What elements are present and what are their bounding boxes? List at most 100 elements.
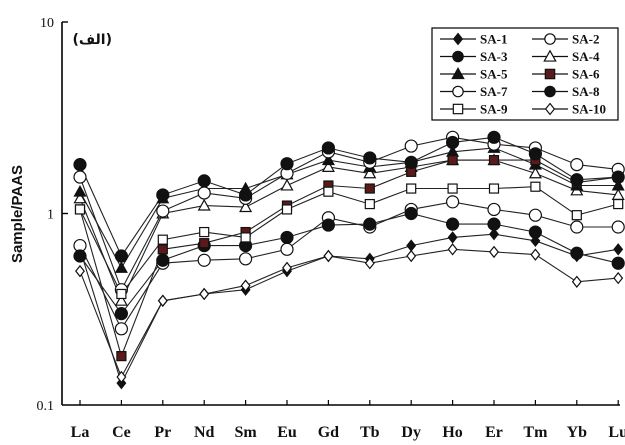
data-point-sa-9 (613, 198, 624, 210)
data-point-sa-9 (157, 234, 168, 245)
legend-label: SA-2 (572, 32, 599, 47)
data-point-sa-4 (114, 294, 128, 306)
data-point-sa-2 (528, 208, 543, 222)
legend-marker-sa-10 (544, 102, 556, 116)
data-point-sa-3 (487, 217, 501, 231)
data-point-sa-3 (156, 253, 170, 267)
data-point-sa-2 (570, 220, 584, 234)
data-point-sa-1 (489, 227, 499, 241)
data-point-sa-10 (75, 264, 85, 278)
data-point-sa-8 (280, 157, 294, 171)
data-point-sa-2 (280, 242, 294, 256)
data-point-sa-9 (488, 183, 500, 194)
data-point-sa-2 (197, 253, 211, 267)
y-tick-label: 1 (47, 208, 54, 223)
data-point-sa-6 (199, 238, 210, 249)
legend: SA-1 SA-2 SA-3 SA-4 SA-5 SA-6 SA-7 SA-8 SA-9 SA-1… (431, 27, 619, 121)
data-point-sa-8 (363, 151, 377, 165)
series-lines (79, 136, 619, 385)
data-point-sa-10 (240, 279, 251, 292)
x-tick-label: Dy (401, 424, 421, 441)
data-point-sa-8 (114, 249, 129, 263)
data-point-sa-10 (406, 249, 417, 263)
legend-label: SA-5 (480, 67, 508, 82)
legend-label: SA-1 (480, 32, 507, 47)
data-point-sa-6 (157, 244, 168, 255)
data-point-sa-5 (611, 178, 625, 191)
data-point-sa-8 (156, 188, 170, 202)
data-point-sa-8 (487, 130, 501, 144)
data-point-sa-9 (74, 204, 86, 215)
legend-marker-sa-9 (452, 103, 464, 115)
data-point-sa-3 (280, 230, 294, 245)
data-point-sa-10 (613, 271, 624, 285)
data-point-sa-2 (239, 252, 253, 266)
x-tick-label: Eu (277, 424, 297, 441)
series-line-sa-6 (79, 159, 619, 358)
x-tick-label: Yb (567, 424, 588, 441)
data-point-sa-7 (404, 139, 418, 153)
legend-label: SA-8 (572, 84, 600, 99)
data-point-sa-8 (239, 188, 253, 202)
x-tick-label: Nd (194, 424, 215, 441)
data-point-sa-9 (116, 288, 127, 300)
x-tick-label: La (71, 424, 90, 441)
data-point-sa-7 (73, 170, 87, 184)
data-point-sa-7 (156, 204, 170, 218)
data-point-sa-9 (571, 210, 582, 221)
series-line-sa-10 (79, 248, 619, 379)
data-point-sa-10 (530, 248, 541, 261)
legend-marker-sa-2 (544, 33, 556, 45)
data-point-sa-10 (489, 245, 499, 259)
data-point-sa-6 (116, 351, 127, 362)
data-point-sa-10 (323, 249, 334, 263)
data-point-sa-10 (364, 257, 375, 270)
data-point-sa-3 (570, 246, 584, 260)
legend-marker-sa-1 (452, 32, 464, 46)
data-point-sa-4 (197, 198, 211, 211)
data-point-sa-8 (528, 147, 543, 161)
data-point-sa-3 (114, 307, 129, 321)
data-point-sa-3 (404, 206, 418, 221)
series-line-sa-4 (79, 159, 619, 303)
legend-label: SA-4 (572, 49, 600, 64)
series-line-sa-9 (79, 186, 619, 296)
data-point-sa-8 (197, 174, 211, 188)
data-point-sa-9 (281, 204, 293, 215)
x-tick-label: Lu (608, 424, 625, 441)
data-point-sa-8 (321, 141, 335, 155)
data-point-sa-10 (282, 261, 292, 275)
legend-marker-sa-5 (451, 67, 465, 80)
series-line-sa-7 (79, 136, 619, 292)
data-point-sa-4 (363, 166, 377, 179)
data-point-sa-10 (157, 294, 168, 308)
x-tick-label: Tb (360, 424, 380, 441)
y-tick-label: 10 (40, 16, 54, 31)
legend-marker-sa-4 (543, 49, 557, 62)
legend-label: SA-10 (572, 102, 606, 117)
data-point-sa-4 (239, 200, 253, 213)
y-axis-label: Sample/PAAS (9, 165, 26, 263)
data-point-sa-5 (114, 261, 128, 273)
legend-marker-sa-7 (452, 85, 464, 98)
y-tick-labels: 10 1 0.1 (37, 16, 55, 414)
x-tick-label: Ho (442, 424, 462, 441)
series-line-sa-5 (79, 147, 619, 270)
data-point-sa-1 (447, 231, 458, 244)
series-line-sa-2 (79, 201, 619, 330)
data-point-sa-10 (116, 370, 127, 384)
legend-marker-sa-8 (544, 85, 556, 98)
data-point-sa-4 (321, 160, 335, 172)
data-point-sa-9 (323, 186, 334, 197)
series-line-sa-3 (79, 212, 619, 315)
data-point-sa-9 (364, 198, 375, 210)
legend-label: SA-6 (572, 67, 600, 82)
data-point-sa-7 (570, 158, 584, 172)
x-tick-label: Er (485, 424, 503, 441)
legend-marker-sa-6 (544, 68, 556, 80)
x-tick-label: Gd (318, 424, 339, 441)
data-point-sa-3 (446, 217, 460, 231)
data-point-sa-2 (611, 220, 625, 234)
data-point-sa-8 (611, 170, 625, 184)
